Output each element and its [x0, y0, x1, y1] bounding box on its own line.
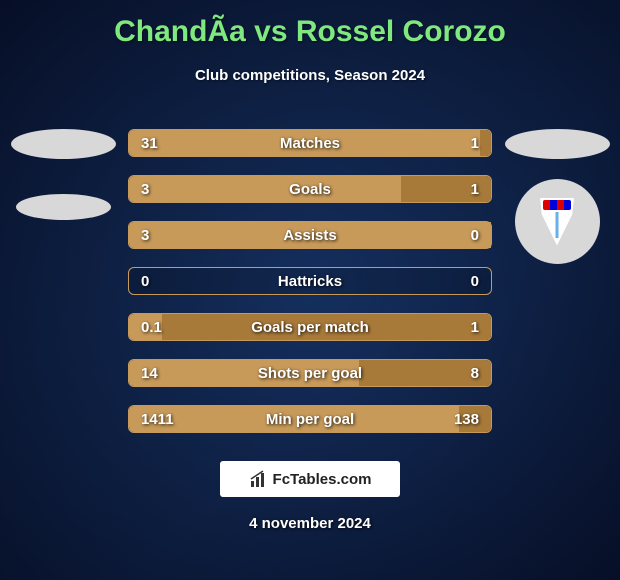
content-row: 311Matches 31Goals 30Assists 00Hattricks 0.1… — [0, 129, 620, 433]
brand-chart-icon — [249, 469, 269, 489]
stat-label: Shots per goal — [129, 365, 491, 382]
player-left-ellipse-2 — [16, 194, 111, 220]
stat-bar: 0.11Goals per match — [128, 313, 492, 341]
player-right-ellipse-1 — [505, 129, 610, 159]
stat-label: Matches — [129, 135, 491, 152]
stat-label: Hattricks — [129, 273, 491, 290]
subtitle: Club competitions, Season 2024 — [0, 67, 620, 84]
page-title: ChandÃ­a vs Rossel Corozo — [0, 15, 620, 49]
stat-bar: 311Matches — [128, 129, 492, 157]
right-player-area — [502, 129, 612, 264]
stat-bar: 148Shots per goal — [128, 359, 492, 387]
club-shield-icon — [540, 198, 574, 246]
stat-label: Assists — [129, 227, 491, 244]
stat-bar: 1411138Min per goal — [128, 405, 492, 433]
stat-label: Goals per match — [129, 319, 491, 336]
date-text: 4 november 2024 — [0, 515, 620, 532]
stat-bar: 00Hattricks — [128, 267, 492, 295]
stat-bar: 30Assists — [128, 221, 492, 249]
stat-label: Min per goal — [129, 411, 491, 428]
player-left-ellipse-1 — [11, 129, 116, 159]
stat-bar: 31Goals — [128, 175, 492, 203]
footer-brand-text: FcTables.com — [273, 471, 372, 488]
club-badge-circle — [515, 179, 600, 264]
stats-bars: 311Matches 31Goals 30Assists 00Hattricks 0.1… — [118, 129, 502, 433]
left-player-area — [8, 129, 118, 220]
footer-brand-badge: FcTables.com — [220, 461, 400, 497]
stat-label: Goals — [129, 181, 491, 198]
